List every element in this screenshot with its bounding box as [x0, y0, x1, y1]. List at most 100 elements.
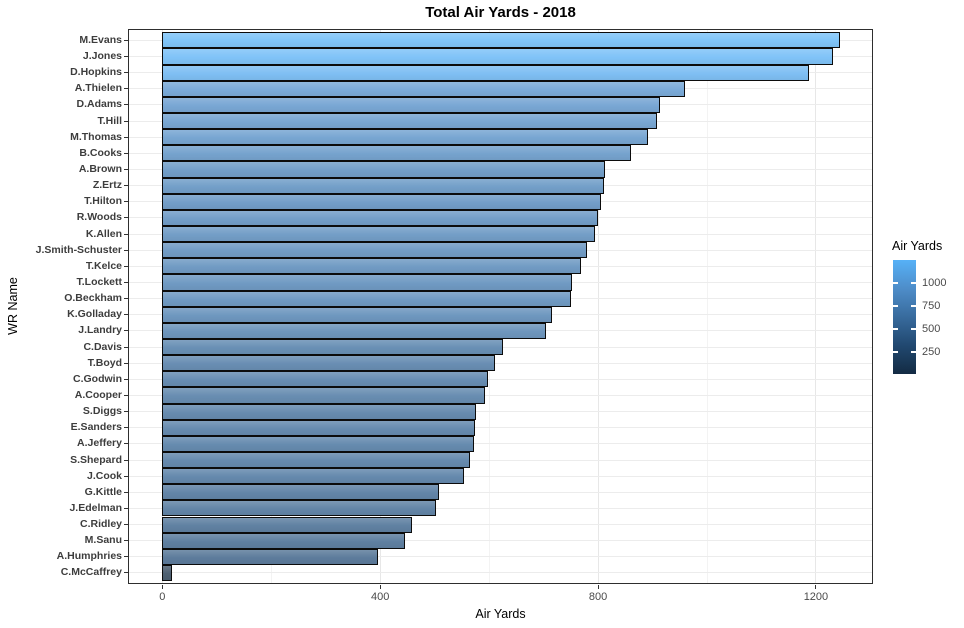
- y-tick-label: J.Smith-Schuster: [35, 243, 122, 256]
- y-tick-mark: [124, 314, 128, 316]
- legend-tick-mark: [893, 281, 898, 284]
- legend-tick-mark: [893, 304, 898, 307]
- bar: [162, 113, 657, 130]
- y-tick-mark: [124, 185, 128, 187]
- y-tick-mark: [124, 572, 128, 574]
- bar: [162, 403, 477, 420]
- y-tick-mark: [124, 136, 128, 138]
- y-tick-label: B.Cooks: [79, 146, 122, 159]
- bar: [162, 371, 489, 388]
- y-tick-label: K.Golladay: [67, 308, 122, 321]
- x-tick-label: 1200: [803, 591, 829, 603]
- x-tick-label: 0: [159, 591, 166, 603]
- y-tick-label: A.Brown: [78, 162, 122, 175]
- y-tick-mark: [124, 249, 128, 251]
- bar: [162, 500, 437, 517]
- bar: [162, 32, 840, 49]
- y-tick-mark: [124, 475, 128, 477]
- bar: [162, 258, 582, 275]
- y-tick-mark: [124, 104, 128, 106]
- gridline-horizontal: [129, 427, 872, 429]
- bar: [162, 225, 596, 243]
- bar: [162, 468, 465, 485]
- legend-tick-mark: [911, 281, 916, 284]
- bar: [162, 419, 475, 436]
- y-tick-mark: [124, 524, 128, 526]
- y-tick-mark: [124, 556, 128, 558]
- legend-tick-mark: [911, 351, 916, 354]
- y-tick-label: C.Davis: [83, 340, 122, 353]
- legend-tick-mark: [893, 328, 898, 331]
- legend-gradient-bar: [893, 260, 916, 374]
- y-tick-label: D.Adams: [76, 98, 122, 111]
- y-tick-mark: [124, 217, 128, 219]
- gridline-horizontal: [129, 491, 872, 493]
- y-tick-label: C.McCaffrey: [60, 566, 122, 579]
- bar: [162, 242, 587, 259]
- bar: [162, 564, 173, 582]
- y-tick-label: A.Humphries: [56, 550, 122, 563]
- y-tick-label: T.Boyd: [87, 356, 122, 369]
- plot-panel: [128, 29, 873, 584]
- gridline-horizontal: [129, 524, 872, 526]
- y-tick-label: M.Evans: [79, 33, 122, 46]
- y-tick-mark: [124, 346, 128, 348]
- y-tick-label: C.Ridley: [79, 518, 122, 531]
- x-tick-label: 800: [588, 591, 608, 603]
- bar: [162, 193, 601, 210]
- y-tick-mark: [124, 507, 128, 509]
- x-tick-mark: [597, 585, 599, 589]
- bar: [162, 516, 412, 533]
- legend-tick-label: 1000: [922, 276, 947, 289]
- y-tick-mark: [124, 491, 128, 493]
- y-tick-label: J.Jones: [82, 50, 122, 62]
- legend-tick-mark: [893, 351, 898, 354]
- y-tick-mark: [124, 152, 128, 154]
- x-tick-label: 400: [370, 591, 390, 603]
- y-tick-label: A.Jeffery: [77, 437, 122, 450]
- bar: [162, 338, 504, 356]
- y-tick-mark: [124, 427, 128, 429]
- chart-title: Total Air Yards - 2018: [425, 4, 576, 21]
- bar: [162, 64, 809, 81]
- bar: [162, 80, 685, 97]
- gridline-horizontal: [129, 394, 872, 396]
- gridline-horizontal: [129, 572, 872, 574]
- bar: [162, 129, 649, 146]
- y-tick-label: D.Hopkins: [70, 66, 122, 79]
- y-tick-mark: [124, 298, 128, 300]
- bar: [162, 177, 604, 194]
- y-tick-mark: [124, 362, 128, 364]
- gridline-horizontal: [129, 411, 872, 413]
- bar: [162, 322, 547, 339]
- gridline-horizontal: [129, 443, 872, 445]
- x-axis-title: Air Yards: [475, 607, 526, 621]
- y-tick-label: G.Kittle: [84, 485, 122, 498]
- y-tick-mark: [124, 411, 128, 413]
- gridline-major-vertical: [815, 30, 817, 583]
- y-tick-mark: [124, 72, 128, 74]
- gridline-horizontal: [129, 556, 872, 558]
- bar: [162, 48, 833, 65]
- y-tick-label: E.Sanders: [70, 421, 122, 434]
- y-tick-label: M.Sanu: [84, 534, 122, 547]
- gridline-horizontal: [129, 507, 872, 509]
- bar: [162, 161, 605, 178]
- y-tick-mark: [124, 233, 128, 235]
- x-tick-mark: [379, 585, 381, 589]
- y-tick-label: J.Landry: [78, 324, 122, 337]
- bar: [162, 355, 496, 372]
- y-tick-mark: [124, 281, 128, 283]
- y-tick-mark: [124, 120, 128, 122]
- bar: [162, 306, 552, 323]
- gridline-horizontal: [129, 378, 872, 380]
- y-tick-mark: [124, 443, 128, 445]
- y-tick-label: T.Kelce: [85, 259, 122, 272]
- bar: [162, 484, 439, 501]
- y-tick-mark: [124, 168, 128, 170]
- gridline-major-vertical: [597, 30, 599, 583]
- gridline-horizontal: [129, 475, 872, 477]
- y-tick-label: S.Diggs: [82, 405, 122, 418]
- y-tick-label: K.Allen: [85, 227, 122, 240]
- legend-title: Air Yards: [892, 239, 943, 253]
